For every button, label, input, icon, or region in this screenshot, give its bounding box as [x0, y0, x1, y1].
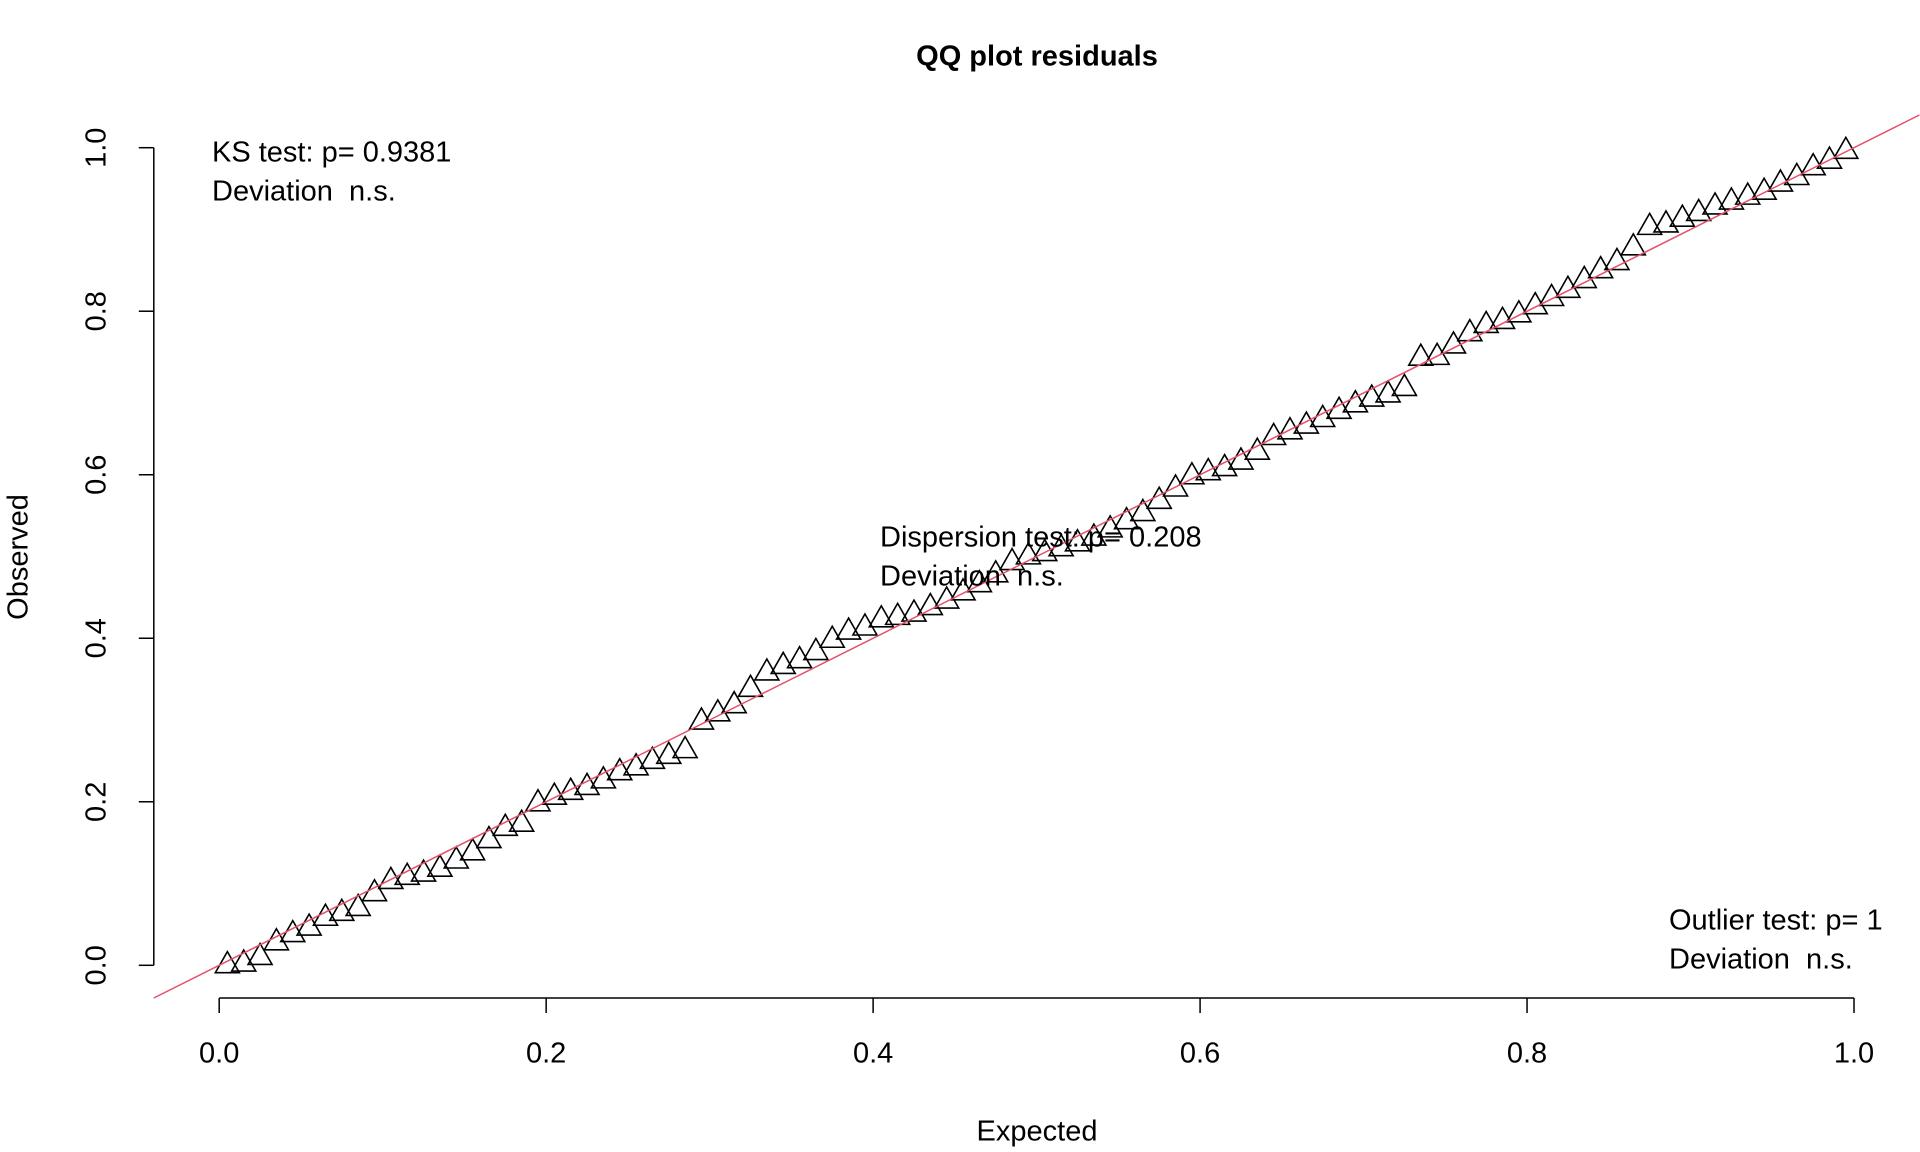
- annotation: KS test: p= 0.9381: [212, 137, 451, 169]
- point: [1064, 528, 1091, 552]
- point: [1194, 457, 1222, 481]
- point: [344, 892, 372, 917]
- point: [606, 757, 634, 781]
- annotation: Dispersion test: p= 0.208: [880, 522, 1202, 554]
- x-tick-label: 0.8: [1507, 1038, 1547, 1070]
- point: [328, 897, 356, 922]
- point: [410, 858, 437, 882]
- point: [802, 636, 830, 661]
- point: [884, 601, 912, 626]
- annotation: Deviation n.s.: [212, 176, 396, 208]
- annotation: Deviation n.s.: [880, 561, 1064, 593]
- point: [1636, 211, 1664, 236]
- y-tick-label: 1.0: [81, 128, 113, 168]
- point: [753, 657, 781, 681]
- x-tick-label: 0.0: [199, 1038, 239, 1070]
- point: [1832, 135, 1860, 160]
- annotation: Outlier test: p= 1: [1669, 905, 1883, 937]
- point: [1162, 473, 1189, 497]
- chart-title: QQ plot residuals: [916, 41, 1158, 73]
- point: [867, 604, 895, 628]
- y-tick-label: 0.2: [81, 782, 113, 822]
- point: [557, 776, 585, 801]
- point: [835, 616, 862, 640]
- point: [818, 624, 846, 649]
- point: [1603, 246, 1631, 271]
- point: [786, 645, 813, 669]
- y-axis-label: Observed: [3, 494, 35, 620]
- point: [1292, 410, 1320, 434]
- x-tick-label: 0.6: [1180, 1038, 1220, 1070]
- point: [688, 706, 715, 730]
- point: [1358, 383, 1386, 407]
- point: [508, 808, 536, 833]
- x-tick-label: 0.2: [526, 1038, 566, 1070]
- point: [459, 837, 486, 861]
- point: [737, 673, 764, 698]
- point: [246, 941, 274, 966]
- point: [213, 950, 241, 974]
- point: [1047, 533, 1075, 557]
- point: [1276, 416, 1304, 440]
- point: [655, 740, 683, 765]
- point: [1407, 342, 1435, 366]
- point: [1391, 372, 1418, 397]
- point: [1619, 232, 1647, 256]
- point: [1015, 541, 1042, 565]
- point: [1652, 209, 1680, 233]
- y-tick-label: 0.0: [81, 945, 113, 985]
- point: [982, 559, 1010, 583]
- x-tick-label: 0.4: [853, 1038, 893, 1070]
- point: [1178, 461, 1206, 485]
- point: [769, 650, 797, 675]
- point: [1260, 421, 1288, 446]
- y-tick-label: 0.6: [81, 455, 113, 495]
- y-tick-label: 0.8: [81, 291, 113, 331]
- point: [720, 690, 748, 714]
- reference-line: [153, 114, 1920, 999]
- point: [704, 698, 732, 722]
- point: [639, 745, 666, 770]
- x-axis-label: Expected: [977, 1116, 1098, 1148]
- point: [1668, 203, 1696, 227]
- point: [916, 591, 944, 616]
- point: [1701, 191, 1729, 215]
- y-tick-label: 0.4: [81, 618, 113, 658]
- annotation: Deviation n.s.: [1669, 944, 1853, 976]
- point: [524, 788, 552, 812]
- point: [1342, 389, 1369, 413]
- point: [377, 865, 405, 890]
- point: [1456, 318, 1484, 342]
- point: [671, 735, 699, 759]
- point: [475, 824, 503, 849]
- point: [1685, 197, 1713, 222]
- point: [540, 781, 568, 806]
- point: [1440, 330, 1467, 354]
- x-tick-label: 1.0: [1834, 1038, 1874, 1070]
- point: [1129, 497, 1157, 522]
- point: [1734, 181, 1762, 205]
